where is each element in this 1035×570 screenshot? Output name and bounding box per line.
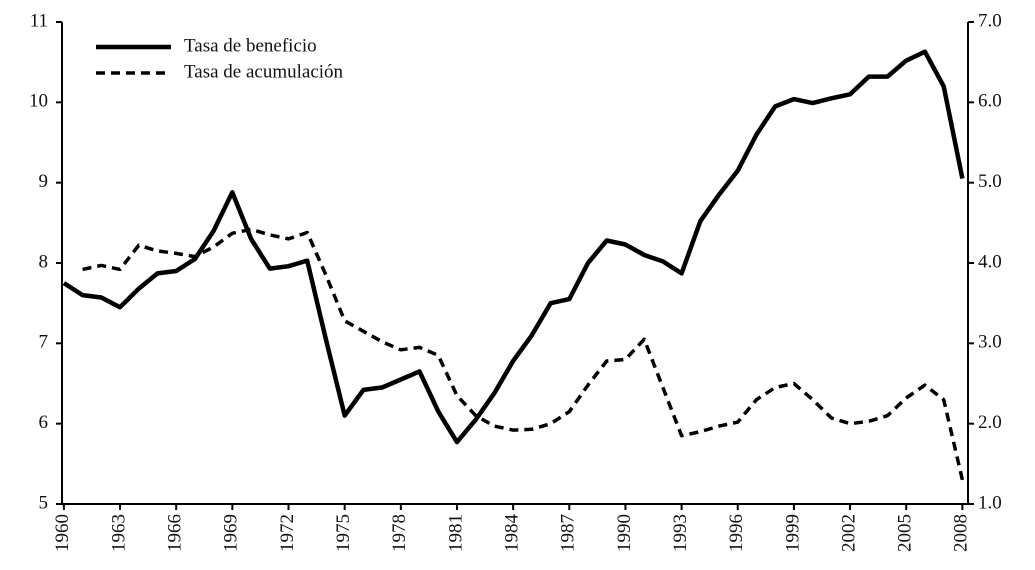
y-tick-label: 6 xyxy=(39,412,49,433)
series-line xyxy=(82,227,965,481)
x-tick-label: 1981 xyxy=(445,514,466,552)
x-tick-label: 1990 xyxy=(614,514,635,552)
x-tick-label: 2008 xyxy=(951,514,972,552)
y2-tick-label: 7.0 xyxy=(978,10,1002,31)
y2-tick-label: 1.0 xyxy=(978,492,1002,513)
y-tick-label: 5 xyxy=(39,492,49,513)
x-tick-label: 1960 xyxy=(52,514,73,552)
y2-tick-label: 3.0 xyxy=(978,332,1002,353)
x-tick-label: 1984 xyxy=(501,514,522,553)
x-tick-label: 1969 xyxy=(221,514,242,552)
x-tick-label: 1975 xyxy=(333,514,354,552)
y2-tick-label: 2.0 xyxy=(978,412,1002,433)
legend-label: Tasa de acumulación xyxy=(184,61,344,82)
x-tick-label: 1996 xyxy=(726,514,747,552)
y2-tick-label: 5.0 xyxy=(978,171,1002,192)
y-tick-label: 7 xyxy=(39,332,49,353)
x-tick-label: 1966 xyxy=(165,514,186,552)
legend-label: Tasa de beneficio xyxy=(184,35,317,56)
x-tick-label: 2005 xyxy=(895,514,916,552)
y2-tick-label: 6.0 xyxy=(978,91,1002,112)
x-tick-label: 1987 xyxy=(558,514,579,552)
y-tick-label: 10 xyxy=(29,91,48,112)
x-tick-label: 1993 xyxy=(670,514,691,552)
y-tick-label: 11 xyxy=(30,10,48,31)
x-tick-label: 1978 xyxy=(389,514,410,552)
x-tick-label: 1963 xyxy=(108,514,129,552)
x-tick-label: 1972 xyxy=(277,514,298,552)
y2-tick-label: 4.0 xyxy=(978,251,1002,272)
series-line xyxy=(62,49,965,445)
y-tick-label: 9 xyxy=(39,171,49,192)
x-tick-label: 1999 xyxy=(782,514,803,552)
y-tick-label: 8 xyxy=(39,251,49,272)
x-tick-label: 2002 xyxy=(838,514,859,552)
